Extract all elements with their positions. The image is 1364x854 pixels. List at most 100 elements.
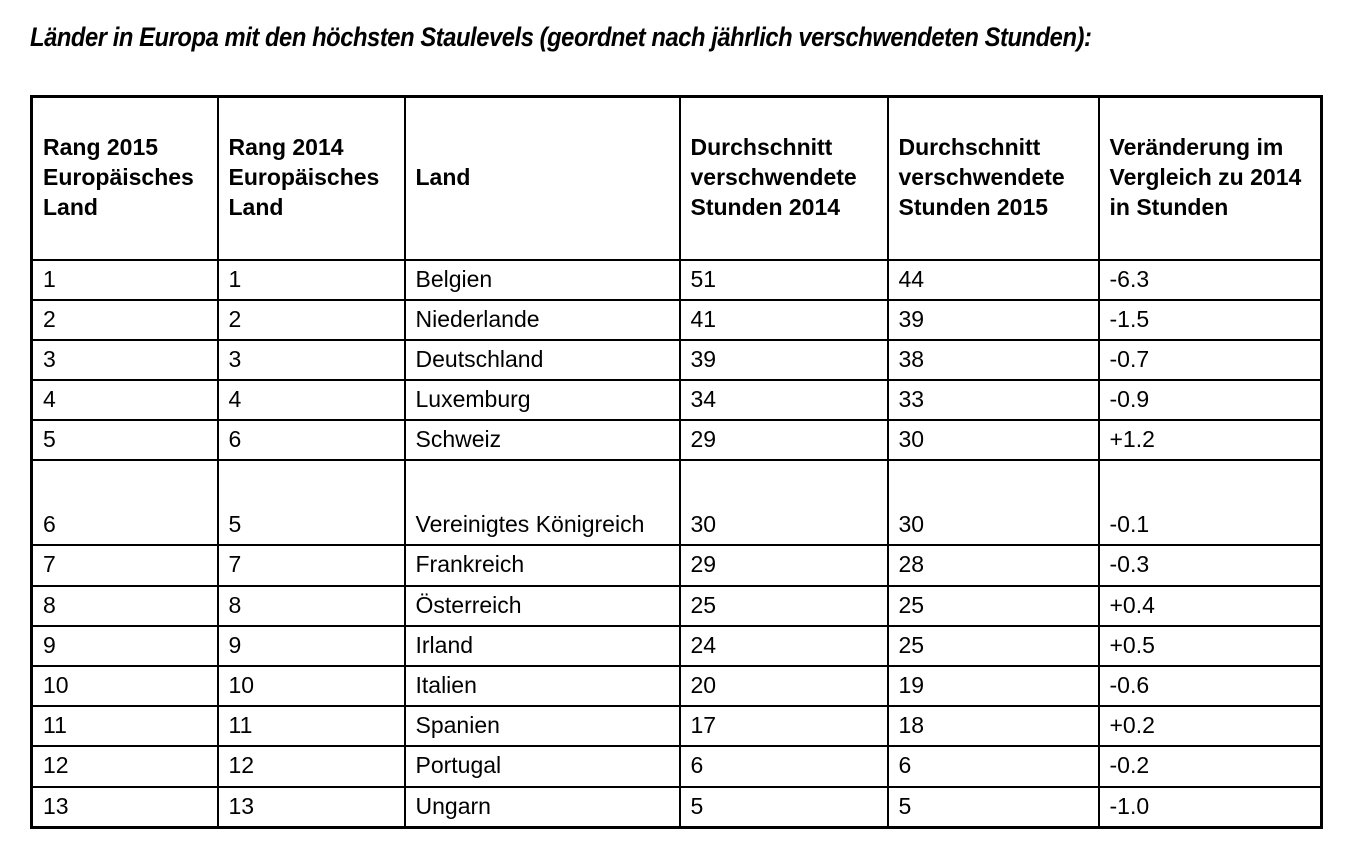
cell-stunden2015: 18 xyxy=(886,705,1100,748)
cell-rang2014: 3 xyxy=(216,338,406,382)
cell-land: Vereinigtes Königreich xyxy=(403,459,681,547)
cell-rang2015: 2 xyxy=(30,298,219,341)
cell-rang2014: 8 xyxy=(216,584,406,627)
header-row: Rang 2015 Europäisches Land Rang 2014 Eu… xyxy=(30,95,1323,261)
table-row-frankreich: 7 7 Frankreich 29 28 -0.3 xyxy=(30,544,1323,587)
cell-rang2015: 13 xyxy=(30,785,219,829)
cell-land: Belgien xyxy=(403,258,681,301)
cell-stunden2015: 38 xyxy=(886,338,1100,382)
table-row-ungarn: 13 13 Ungarn 5 5 -1.0 xyxy=(30,785,1323,829)
cell-veraenderung: -0.6 xyxy=(1097,664,1323,708)
cell-rang2015: 4 xyxy=(30,379,219,422)
table-row-deutschland: 3 3 Deutschland 39 38 -0.7 xyxy=(30,338,1323,382)
table-row-italien: 10 10 Italien 20 19 -0.6 xyxy=(30,664,1323,708)
cell-veraenderung: +1.2 xyxy=(1097,419,1323,462)
cell-stunden2014: 24 xyxy=(678,624,889,668)
cell-stunden2015: 25 xyxy=(886,624,1100,668)
cell-veraenderung: -0.9 xyxy=(1097,379,1323,422)
cell-stunden2014: 30 xyxy=(678,459,889,547)
table-row-vereinigtes-koenigreich: 6 5 Vereinigtes Königreich 30 30 -0.1 xyxy=(30,459,1323,547)
cell-rang2015: 8 xyxy=(30,584,219,627)
cell-stunden2014: 41 xyxy=(678,298,889,341)
column-header-veraenderung: Veränderung im Vergleich zu 2014 in Stun… xyxy=(1097,95,1323,261)
column-header-rang-2015: Rang 2015 Europäisches Land xyxy=(30,95,219,261)
cell-stunden2015: 30 xyxy=(886,459,1100,547)
table-row-luxemburg: 4 4 Luxemburg 34 33 -0.9 xyxy=(30,379,1323,422)
cell-stunden2015: 28 xyxy=(886,544,1100,587)
cell-rang2014: 2 xyxy=(216,298,406,341)
cell-rang2014: 11 xyxy=(216,705,406,748)
cell-rang2015: 11 xyxy=(30,705,219,748)
cell-stunden2015: 30 xyxy=(886,419,1100,462)
table-row-schweiz: 5 6 Schweiz 29 30 +1.2 xyxy=(30,419,1323,462)
cell-rang2015: 7 xyxy=(30,544,219,587)
cell-stunden2014: 6 xyxy=(678,745,889,788)
cell-stunden2014: 29 xyxy=(678,419,889,462)
cell-stunden2015: 5 xyxy=(886,785,1100,829)
cell-rang2015: 5 xyxy=(30,419,219,462)
cell-land: Frankreich xyxy=(403,544,681,587)
cell-rang2014: 5 xyxy=(216,459,406,547)
cell-rang2014: 1 xyxy=(216,258,406,301)
cell-stunden2014: 39 xyxy=(678,338,889,382)
page-title: Länder in Europa mit den höchsten Staule… xyxy=(30,22,1092,52)
column-header-rang-2014: Rang 2014 Europäisches Land xyxy=(216,95,406,261)
cell-rang2015: 12 xyxy=(30,745,219,788)
cell-veraenderung: -0.3 xyxy=(1097,544,1323,587)
cell-rang2014: 10 xyxy=(216,664,406,708)
cell-rang2014: 6 xyxy=(216,419,406,462)
cell-veraenderung: +0.2 xyxy=(1097,705,1323,748)
cell-stunden2014: 5 xyxy=(678,785,889,829)
cell-stunden2015: 6 xyxy=(886,745,1100,788)
cell-stunden2015: 39 xyxy=(886,298,1100,341)
cell-land: Niederlande xyxy=(403,298,681,341)
cell-rang2014: 12 xyxy=(216,745,406,788)
cell-veraenderung: -0.7 xyxy=(1097,338,1323,382)
cell-rang2015: 9 xyxy=(30,624,219,668)
column-header-stunden-2014: Durchschnitt verschwendete Stunden 2014 xyxy=(678,95,889,261)
cell-land: Italien xyxy=(403,664,681,708)
cell-land: Irland xyxy=(403,624,681,668)
cell-stunden2014: 17 xyxy=(678,705,889,748)
cell-stunden2015: 44 xyxy=(886,258,1100,301)
cell-rang2014: 7 xyxy=(216,544,406,587)
cell-stunden2014: 34 xyxy=(678,379,889,422)
cell-rang2014: 13 xyxy=(216,785,406,829)
cell-rang2015: 10 xyxy=(30,664,219,708)
cell-veraenderung: +0.5 xyxy=(1097,624,1323,668)
column-header-land: Land xyxy=(403,95,681,261)
table-row-irland: 9 9 Irland 24 25 +0.5 xyxy=(30,624,1323,668)
cell-veraenderung: +0.4 xyxy=(1097,584,1323,627)
cell-land: Österreich xyxy=(403,584,681,627)
cell-veraenderung: -1.0 xyxy=(1097,785,1323,829)
cell-stunden2014: 25 xyxy=(678,584,889,627)
cell-veraenderung: -0.2 xyxy=(1097,745,1323,788)
table-row-oesterreich: 8 8 Österreich 25 25 +0.4 xyxy=(30,584,1323,627)
table-row-niederlande: 2 2 Niederlande 41 39 -1.5 xyxy=(30,298,1323,341)
table-header: Rang 2015 Europäisches Land Rang 2014 Eu… xyxy=(30,95,1323,261)
cell-stunden2014: 51 xyxy=(678,258,889,301)
cell-veraenderung: -0.1 xyxy=(1097,459,1323,547)
cell-land: Schweiz xyxy=(403,419,681,462)
cell-rang2015: 3 xyxy=(30,338,219,382)
table-row-belgien: 1 1 Belgien 51 44 -6.3 xyxy=(30,258,1323,301)
cell-land: Portugal xyxy=(403,745,681,788)
column-header-stunden-2015: Durchschnitt verschwendete Stunden 2015 xyxy=(886,95,1100,261)
cell-veraenderung: -6.3 xyxy=(1097,258,1323,301)
cell-rang2015: 6 xyxy=(30,459,219,547)
staulevel-table: Rang 2015 Europäisches Land Rang 2014 Eu… xyxy=(30,95,1323,829)
table-row-portugal: 12 12 Portugal 6 6 -0.2 xyxy=(30,745,1323,788)
cell-land: Spanien xyxy=(403,705,681,748)
cell-rang2014: 9 xyxy=(216,624,406,668)
cell-rang2014: 4 xyxy=(216,379,406,422)
cell-veraenderung: -1.5 xyxy=(1097,298,1323,341)
table-row-spanien: 11 11 Spanien 17 18 +0.2 xyxy=(30,705,1323,748)
table-body: 1 1 Belgien 51 44 -6.3 2 2 Niederlande 4… xyxy=(30,258,1323,829)
cell-stunden2014: 29 xyxy=(678,544,889,587)
cell-stunden2015: 19 xyxy=(886,664,1100,708)
cell-rang2015: 1 xyxy=(30,258,219,301)
cell-stunden2015: 33 xyxy=(886,379,1100,422)
cell-land: Luxemburg xyxy=(403,379,681,422)
cell-stunden2015: 25 xyxy=(886,584,1100,627)
